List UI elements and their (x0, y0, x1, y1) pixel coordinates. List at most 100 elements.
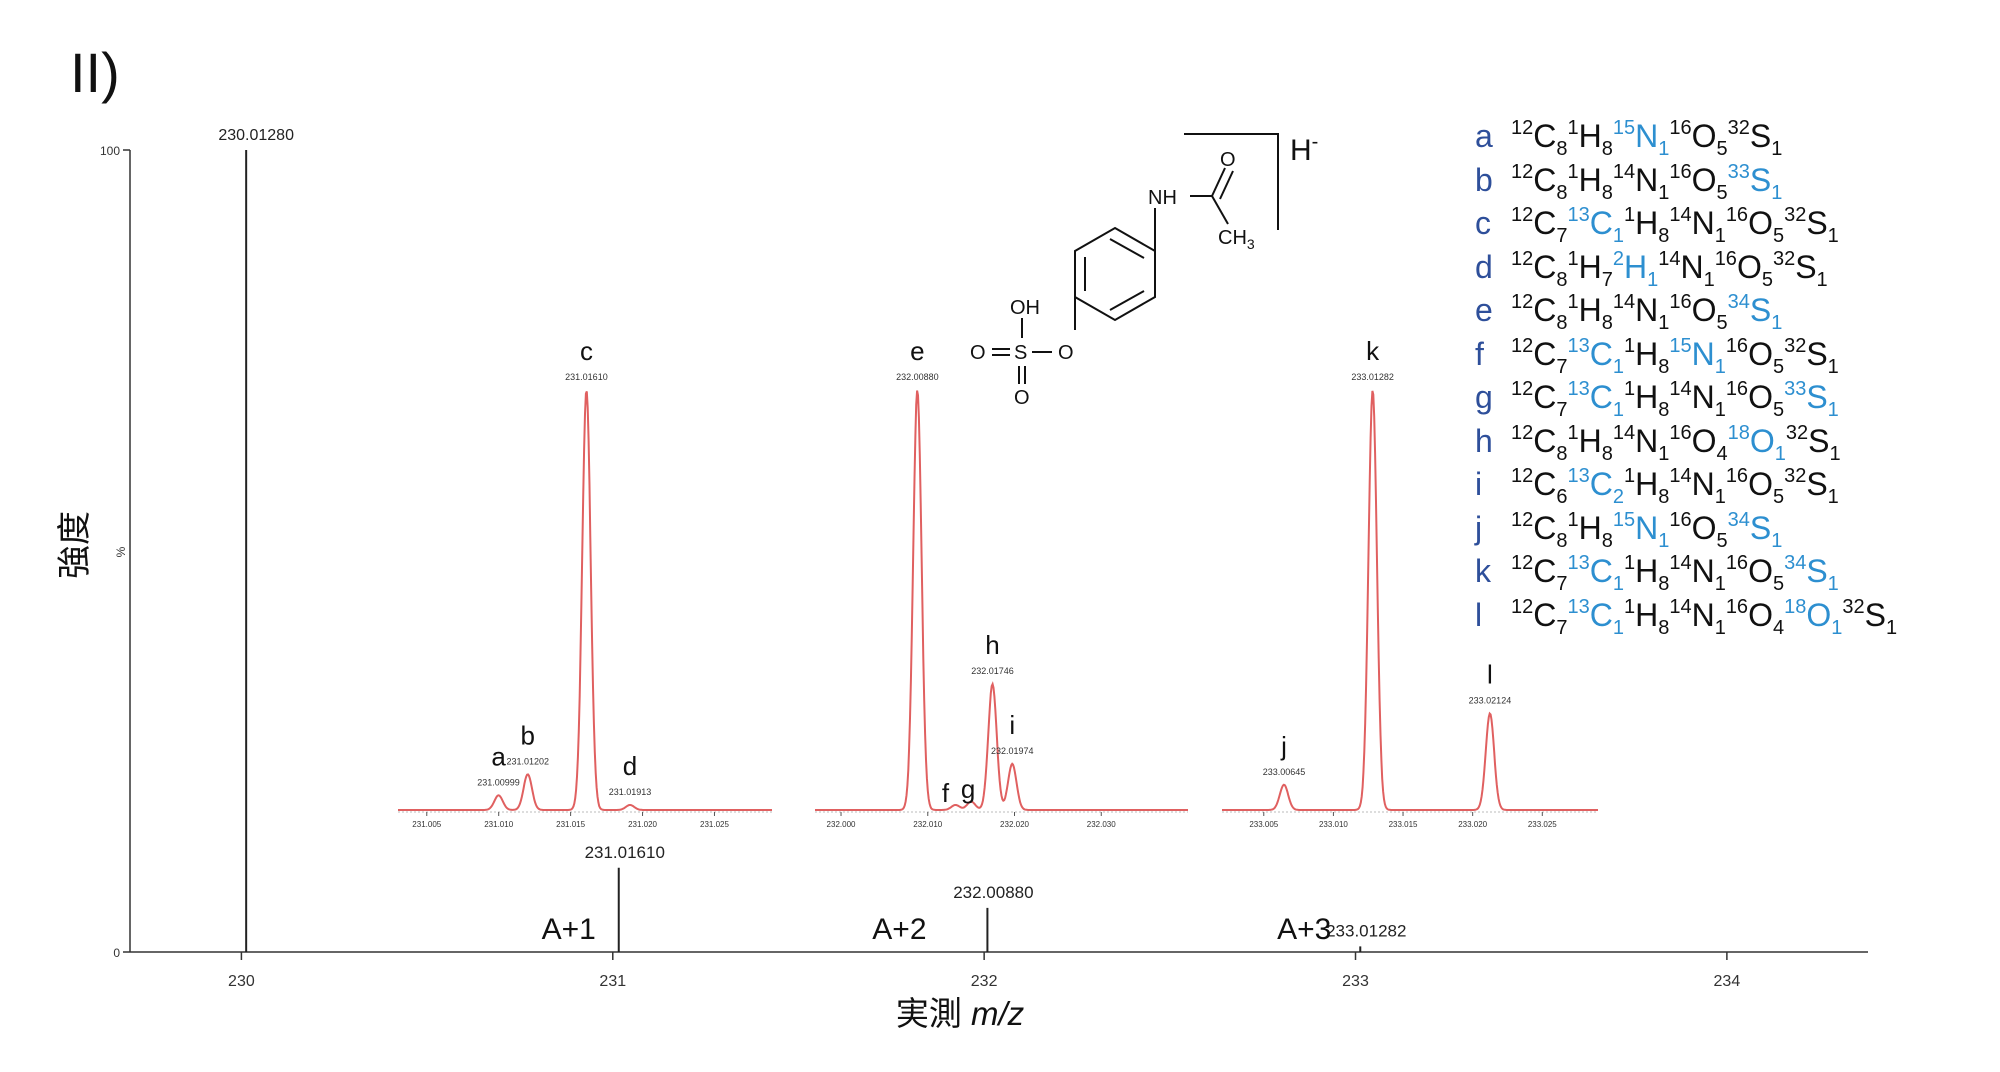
x-tick-label: 231 (599, 973, 626, 990)
bond-co-ch3 (1211, 195, 1229, 225)
isotope-term: 16O5 (1725, 465, 1785, 508)
inset-tick-label: 232.030 (1087, 820, 1116, 829)
group-label: A+3 (1277, 913, 1331, 946)
isotope-term: 32S1 (1784, 204, 1839, 247)
legend-key: g (1475, 379, 1493, 415)
isotope-term: 16O4 (1725, 595, 1785, 639)
inset-peak-key: i (1009, 710, 1015, 740)
isotope-term: 1H8 (1623, 552, 1670, 595)
inset-peak-key: f (942, 778, 950, 808)
inset-peak-label: 231.01610 (565, 372, 608, 382)
y-tick-label: 0 (113, 946, 120, 960)
legend-row: j 12C8 1H8 15N1 16O5 34S1 (1475, 510, 1995, 554)
isotope-term: 16O4 (1669, 421, 1728, 465)
isotope-term: 16O5 (1669, 160, 1728, 204)
inset-peak-label: 233.02124 (1469, 695, 1512, 705)
inset-tick-label: 232.010 (913, 820, 942, 829)
isotope-term: 14N1 (1669, 465, 1726, 508)
inset-tick-label: 231.005 (412, 820, 441, 829)
inset-peak-key: l (1487, 659, 1493, 689)
group-label: A+1 (542, 913, 596, 946)
legend-row: d 12C8 1H7 2H1 14N1 16O5 32S1 (1475, 249, 1995, 293)
isotope-term: 33S1 (1727, 160, 1783, 204)
isotope-term: 12C8 (1511, 160, 1568, 204)
bond-co-o-double (1219, 170, 1234, 200)
isotope-term: 12C7 (1511, 595, 1568, 639)
isotope-term: 12C8 (1511, 508, 1568, 552)
legend-key: a (1475, 118, 1493, 154)
isotope-term: 14N1 (1658, 247, 1715, 291)
isotope-term: 14N1 (1669, 595, 1726, 639)
main-ticks: 230 231 232 233 234 0 100% (100, 144, 1740, 990)
atom-ch3: CH3 (1218, 227, 1255, 252)
legend-key: b (1475, 161, 1493, 198)
atom-oh: OH (1010, 297, 1040, 319)
inset-tick-label: 232.000 (827, 820, 856, 829)
inset-A+2: 232.000 232.010 232.020 232.030 e 232.00880 f g… (815, 336, 1188, 829)
isotope-term: 14N1 (1612, 291, 1670, 334)
inset-peak-label: 232.01974 (991, 746, 1034, 756)
isotope-term: 16O5 (1725, 204, 1785, 247)
bond-co-o (1211, 167, 1226, 197)
inset-tick-label: 233.020 (1458, 820, 1487, 829)
legend-row: b 12C8 1H8 14N1 16O5 33S1 (1475, 162, 1995, 206)
isotope-term: 18O1 (1784, 595, 1843, 639)
isotope-term: 14N1 (1669, 552, 1726, 595)
isotope-term: 15N1 (1612, 508, 1670, 552)
inset-peak-label: 231.01913 (609, 787, 652, 797)
isotope-term: 12C7 (1511, 378, 1568, 421)
inset-peak-key: b (521, 720, 535, 750)
structure-labels: NH O CH3 OH O S O O (970, 149, 1255, 409)
inset-trace (815, 390, 1188, 811)
isotope-term: 18O1 (1727, 421, 1786, 465)
legend-row: a 12C8 1H8 15N1 16O5 32S1 (1475, 118, 1995, 162)
adduct-label: H- (1290, 131, 1318, 167)
inset-tick-label: 231.010 (484, 820, 513, 829)
legend-row: g 12C7 13C1 1H8 14N1 16O5 33S1 (1475, 379, 1995, 423)
isotope-term: 1H8 (1623, 595, 1670, 639)
inset-tick-label: 233.010 (1319, 820, 1348, 829)
isotope-term: 32S1 (1842, 595, 1898, 639)
isotope-term: 16O5 (1714, 247, 1773, 291)
isotope-term: 32S1 (1772, 247, 1828, 291)
isotope-term: 13C1 (1567, 552, 1624, 595)
x-axis-label-unit: m/z (971, 995, 1025, 1032)
atom-o-carbonyl: O (1220, 149, 1236, 171)
inset-peak-label: 231.01202 (506, 756, 549, 766)
isotope-term: 33S1 (1784, 378, 1839, 421)
inset-peak-key: g (961, 774, 975, 804)
inset-peak-key: k (1366, 336, 1380, 366)
x-tick-label: 230 (228, 973, 255, 990)
inset-peak-key: e (910, 336, 924, 366)
chemical-structure (992, 133, 1279, 384)
inset-tick-label: 232.020 (1000, 820, 1029, 829)
isotope-term: 14N1 (1612, 421, 1670, 465)
atom-o-down: O (1014, 387, 1030, 409)
panel-label: II) (70, 41, 120, 104)
legend-row: k 12C7 13C1 1H8 14N1 16O5 34S1 (1475, 553, 1995, 597)
atom-nh: NH (1148, 187, 1177, 209)
isotope-term: 34S1 (1784, 552, 1839, 595)
isotope-term: 16O5 (1725, 378, 1785, 421)
isotope-term: 32S1 (1785, 421, 1841, 465)
isotope-term: 14N1 (1612, 160, 1670, 204)
legend-key: l (1475, 596, 1483, 633)
isotope-term: 1H8 (1623, 378, 1670, 421)
isotope-term: 15N1 (1669, 334, 1726, 378)
isotope-term: 16O5 (1669, 508, 1728, 552)
x-axis-label-prefix: 実測 (896, 995, 962, 1032)
inset-peak-key: d (623, 751, 637, 781)
isotope-term: 12C8 (1511, 291, 1568, 334)
inset-tick-label: 233.015 (1389, 820, 1418, 829)
isotope-term: 16O5 (1669, 291, 1728, 334)
isotope-term: 1H8 (1623, 334, 1670, 378)
isotope-term: 15N1 (1612, 117, 1670, 160)
ring-double-bond-2 (1109, 290, 1145, 311)
isotope-term: 14N1 (1669, 204, 1726, 247)
inset-peak-key: j (1280, 731, 1287, 761)
isotope-term: 12C7 (1511, 334, 1568, 378)
isotope-term: 1H8 (1623, 204, 1670, 247)
isotope-term: 12C8 (1511, 117, 1568, 160)
